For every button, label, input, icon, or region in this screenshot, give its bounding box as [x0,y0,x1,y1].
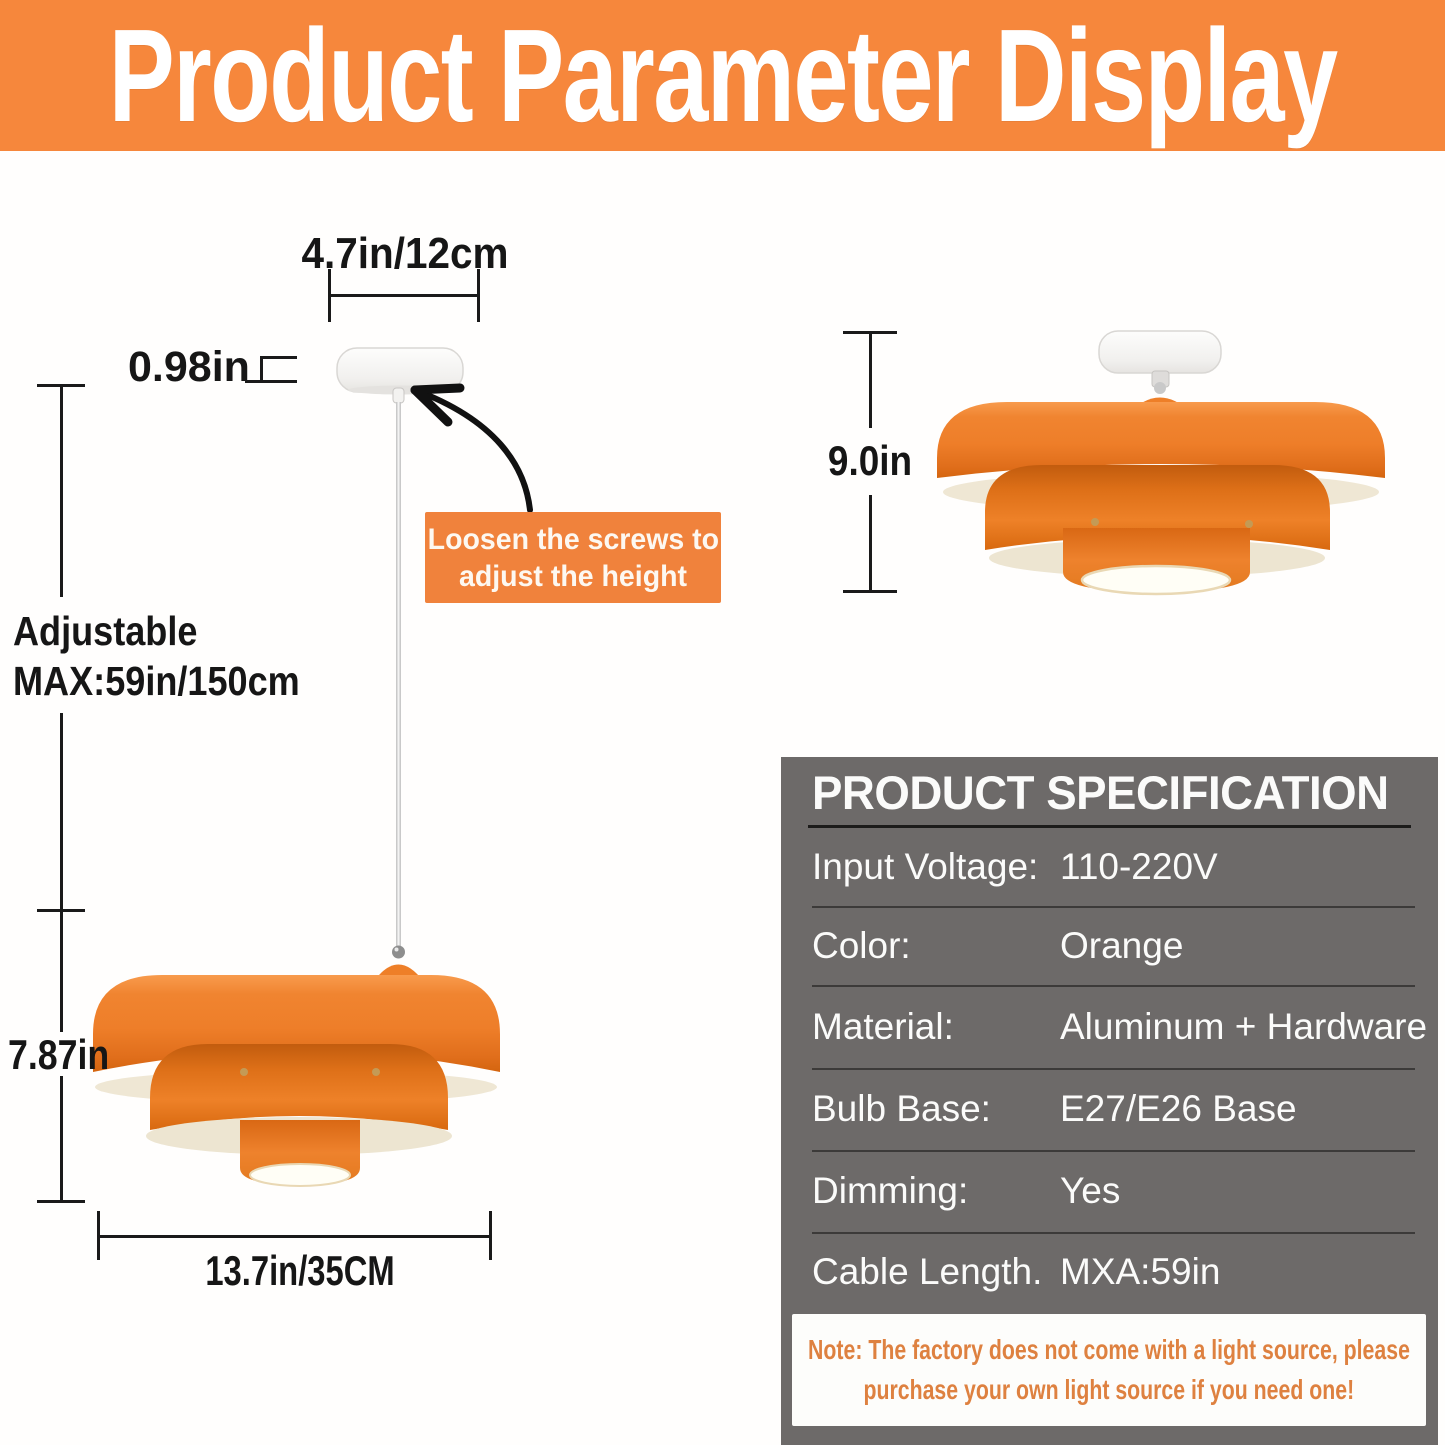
spec-value: E27/E26 Base [1060,1088,1297,1129]
thickness-bracket-icon [260,356,297,359]
product-specification-table: PRODUCT SPECIFICATION Input Voltage: 110… [781,757,1438,1445]
table-row: Dimming: Yes [812,1150,1415,1234]
note-box: Note: The factory does not come with a l… [792,1314,1426,1426]
spec-label: Material: [812,1005,954,1047]
hanging-cable [392,402,405,959]
dim-tick [328,269,331,322]
height-dim-line [60,385,63,597]
spec-value: MXA:59in [1060,1250,1221,1292]
spec-label: Input Voltage: [812,845,1039,887]
spec-table-title: PRODUCT SPECIFICATION [812,766,1389,819]
dim-tick [37,1200,85,1203]
dim-tick [843,590,897,593]
dim-tick [37,384,85,387]
height-dim-line [60,713,63,1032]
spec-value: 110-220V [1060,845,1218,887]
canopy-width-label: 4.7in/12cm [301,229,509,278]
ceiling-canopy [1098,330,1222,394]
banner: Product Parameter Display [0,0,1445,151]
shade-height-label: 7.87in [8,1031,110,1078]
spec-label: Cable Length. [812,1250,1043,1292]
pendant-lamp-illustration [93,347,500,1187]
callout-adjust-height: Loosen the screws to adjust the height [425,512,721,603]
note-line1: Note: The factory does not come with a l… [808,1334,1410,1365]
table-row: Input Voltage: 110-220V [812,827,1415,908]
dim-tick [477,269,480,322]
spec-label: Color: [812,924,911,966]
callout-line1: Loosen the screws to [427,522,719,556]
dim-tick [843,331,897,334]
thickness-bracket-icon [260,356,263,383]
spec-value: Orange [1060,924,1184,966]
pendant-shade [93,964,500,1187]
callout-line2: adjust the height [459,559,687,593]
flush-shade [937,397,1385,596]
shade-width-dim-line [99,1235,492,1238]
spec-title-underline [808,825,1411,828]
spec-label: Bulb Base: [812,1088,991,1129]
canopy-thickness-label: 0.98in [128,343,250,391]
hanging-height-line1: Adjustable [13,608,198,654]
semi-flush-lamp-illustration [937,330,1385,596]
spec-label: Dimming: [812,1170,969,1211]
table-row: Material: Aluminum + Hardware [812,985,1427,1070]
fixture-height-dim-line [869,332,872,428]
fixture-height-label: 9.0in [827,437,913,484]
height-dim-line [60,1076,63,1203]
page-title: Product Parameter Display [108,2,1338,149]
fixture-height-dim-line [869,495,872,592]
shade-width-label: 13.7in/35CM [205,1247,395,1294]
hanging-height-line2: MAX:59in/150cm [13,658,300,704]
dim-tick [97,1211,100,1260]
hanging-height-label: Adjustable MAX:59in/150cm [13,606,300,706]
note-line2: purchase your own light source if you ne… [863,1374,1355,1405]
spec-value: Aluminum + Hardware [1060,1005,1428,1047]
curved-arrow-icon [410,383,533,513]
thickness-bracket-icon [245,380,297,383]
table-row: Bulb Base: E27/E26 Base [812,1068,1415,1152]
dim-tick [37,909,85,912]
spec-value: Yes [1060,1170,1121,1211]
dim-tick [489,1211,492,1260]
table-row: Color: Orange [812,906,1415,987]
canopy-width-dim-line [330,294,480,297]
table-row: Cable Length. MXA:59in [812,1232,1415,1311]
